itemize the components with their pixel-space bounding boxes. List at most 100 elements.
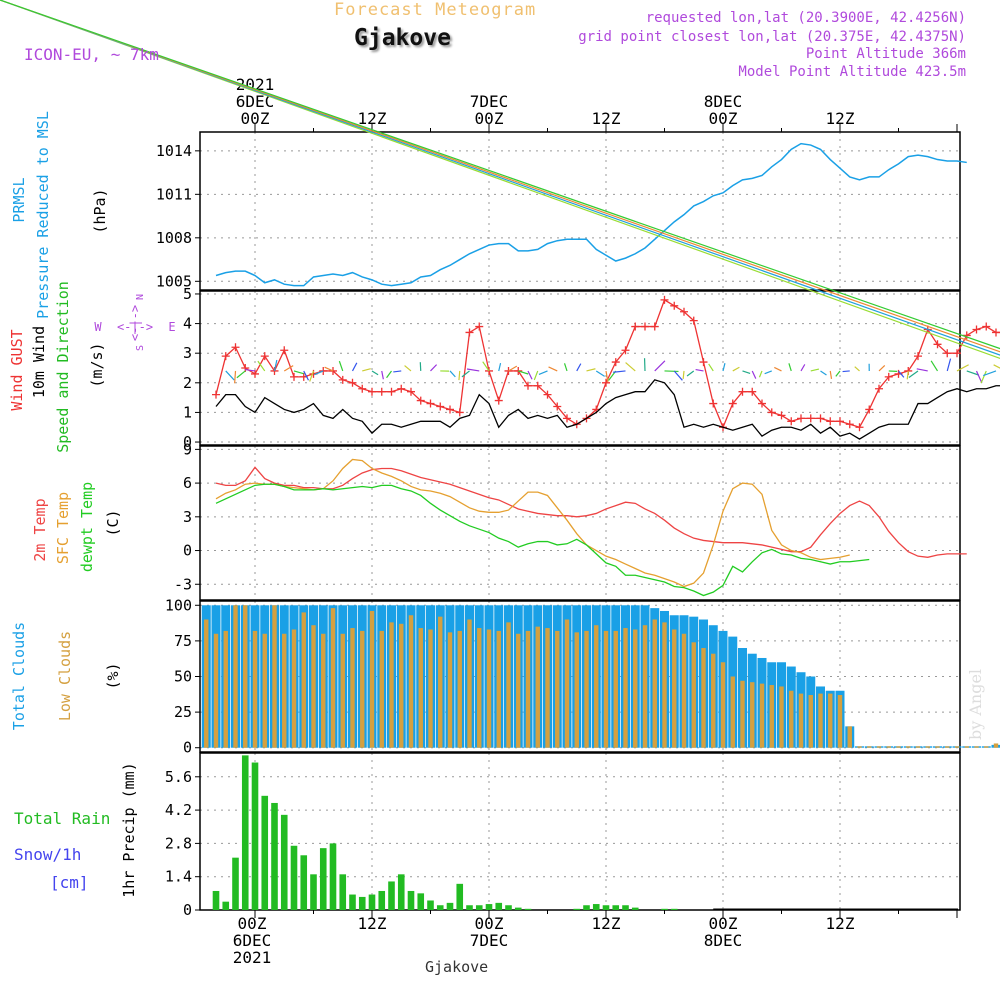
panel-pressure: 1005 1008 1011 1014 (156, 131, 961, 291)
compass-arrow-v: <-|-> (128, 305, 142, 341)
gust-marker (650, 322, 659, 331)
gust-marker (758, 399, 766, 408)
wind-arrow (751, 370, 757, 379)
compass-e: E (168, 320, 175, 334)
gust-marker (845, 420, 854, 429)
series-10m-wind (215, 379, 1000, 440)
time-label-top: 12Z (358, 109, 387, 128)
bar-low-clouds (399, 623, 404, 748)
wind-arrow (975, 370, 983, 384)
bar-rain (319, 848, 327, 910)
wind-arrow (498, 363, 502, 372)
wind-arrow (508, 365, 518, 372)
bar-low-clouds (837, 695, 843, 748)
ytick-label: 5.6 (165, 768, 192, 786)
wind-arrow (273, 359, 278, 372)
series-2m-temp (215, 466, 967, 558)
wind-arrow (673, 370, 683, 381)
compass-n: N (135, 294, 146, 300)
gust-marker (660, 295, 669, 304)
bar-low-clouds (701, 648, 706, 748)
bar-rain (397, 874, 405, 910)
bar-low-clouds (369, 610, 375, 748)
bar-low-clouds (876, 746, 882, 748)
ytick-label: 0 (183, 433, 192, 451)
bar-rain (339, 874, 347, 910)
ytick-label: 1 (183, 403, 192, 421)
bar-low-clouds (516, 633, 521, 748)
gust-marker (699, 358, 708, 367)
wind-arrow (854, 366, 860, 372)
wind-arrow (458, 370, 461, 381)
wind-arrow (595, 370, 605, 377)
ylabel-wind-gust: Wind GUST (8, 329, 26, 410)
time-label-top: 00Z (475, 109, 504, 128)
ytick-label: 1008 (156, 229, 192, 247)
wind-arrow (946, 358, 952, 372)
bar-low-clouds (613, 630, 618, 748)
wind-arrow (362, 368, 371, 372)
gust-marker (455, 408, 464, 417)
gust-marker (280, 346, 289, 355)
bar-low-clouds (779, 686, 784, 748)
wind-arrow (538, 370, 548, 375)
bar-low-clouds (974, 746, 979, 748)
bar-rain (622, 905, 629, 910)
bar-rain (290, 845, 298, 910)
model-point-altitude: Model Point Altitude 423.5m (738, 64, 966, 80)
wind-arrow (820, 370, 827, 376)
bar-low-clouds (740, 680, 745, 748)
gust-marker (855, 423, 864, 432)
bar-low-clouds (896, 746, 901, 748)
ylabel-unit-pct: (%) (104, 662, 122, 689)
wind-arrow (829, 370, 833, 379)
bar-rain (388, 881, 395, 910)
panel-frame (199, 131, 961, 291)
bar-rain (329, 843, 337, 910)
bar-low-clouds (457, 630, 462, 748)
bar-low-clouds (340, 633, 345, 748)
bar-low-clouds (447, 632, 453, 748)
wind-arrow (980, 370, 987, 384)
wind-arrow (842, 370, 850, 373)
gust-marker (387, 387, 396, 396)
ylabel-total-rain: Total Rain (14, 809, 110, 828)
model-label: ICON-EU, ~ 7km (24, 45, 159, 64)
wind-arrow (916, 368, 928, 372)
bar-low-clouds (496, 630, 501, 748)
bar-rain (514, 907, 522, 910)
bar-low-clouds (691, 642, 696, 748)
bar-low-clouds (925, 746, 930, 748)
wind-arrow (898, 370, 905, 378)
gust-marker (797, 414, 805, 423)
wind-arrow (338, 360, 344, 372)
gust-marker (641, 322, 649, 331)
time-label-bottom: 00Z (238, 914, 267, 933)
wind-arrow (303, 370, 310, 381)
ytick-label: 1.4 (165, 868, 192, 886)
bar-rain (368, 894, 376, 910)
ylabel-prmsl: PRMSL (10, 177, 28, 222)
gust-marker (748, 387, 757, 396)
bar-rain (407, 890, 415, 910)
time-label-top: 6DEC (236, 92, 275, 111)
time-label-top: 2021 (236, 75, 275, 94)
bar-low-clouds (213, 633, 219, 748)
bar-low-clouds (350, 628, 355, 748)
gust-marker (290, 372, 298, 381)
wind-arrow (563, 363, 568, 372)
bar-rain (251, 762, 259, 910)
bar-rain (261, 795, 269, 910)
bar-rain (280, 814, 288, 910)
bar-low-clouds (467, 619, 472, 748)
bar-rain (241, 755, 249, 910)
gust-marker (212, 390, 220, 399)
bar-low-clouds (233, 605, 238, 748)
bar-rain (232, 857, 239, 910)
bar-low-clouds (984, 746, 989, 748)
wind-arrow (576, 363, 582, 372)
bar-rain (495, 902, 503, 910)
gust-marker (543, 390, 552, 399)
bar-rain (456, 883, 464, 910)
bar-low-clouds (662, 622, 667, 748)
